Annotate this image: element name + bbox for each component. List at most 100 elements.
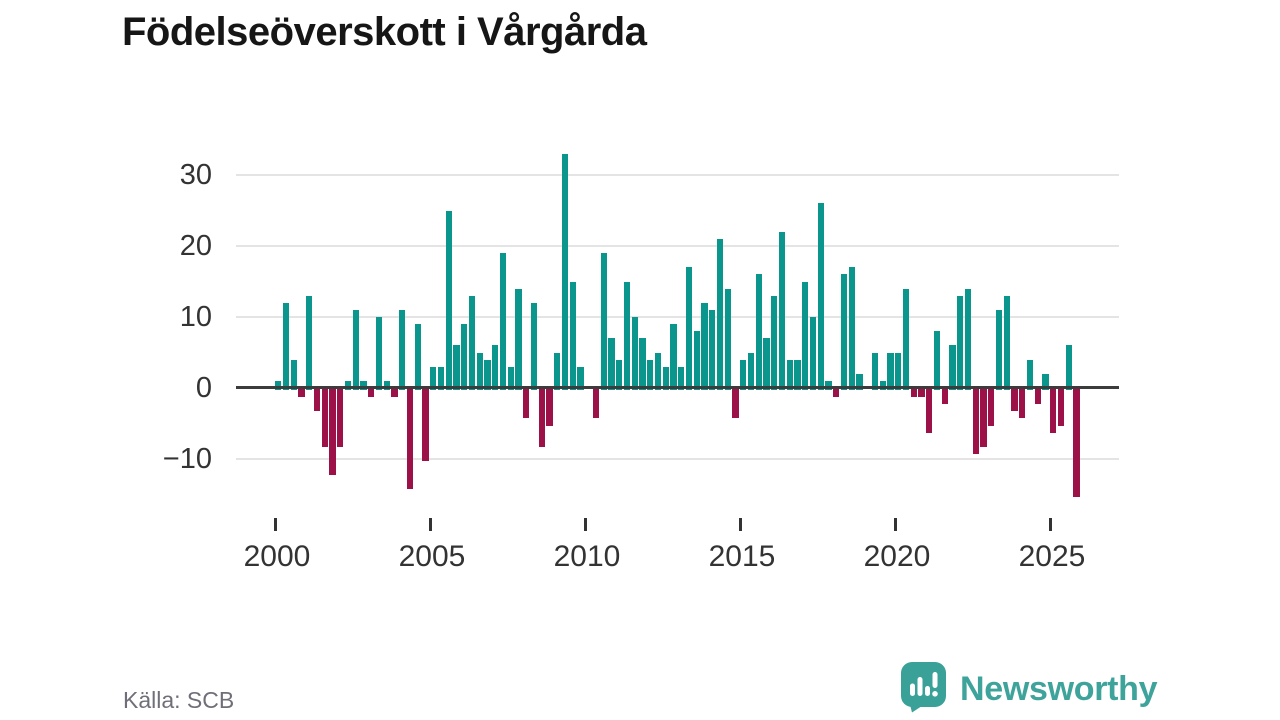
bar-2019-q3 — [879, 380, 886, 390]
bar-2003-q2 — [375, 317, 383, 390]
bar-2023-q3 — [1003, 295, 1010, 390]
bar-2018-q2 — [840, 274, 848, 390]
bar-2011-q1 — [616, 359, 623, 390]
bar-2016-q4 — [794, 359, 801, 390]
y-axis-tick-label: 30 — [179, 159, 212, 191]
bar-2004-q3 — [414, 324, 421, 390]
bar-2001-q1 — [306, 295, 313, 390]
y-axis-tick-label: 10 — [179, 301, 212, 333]
bar-2005-q3 — [445, 210, 452, 390]
bar-2003-q1 — [368, 388, 375, 398]
bar-2006-q1 — [461, 324, 468, 390]
bar-2016-q3 — [786, 359, 793, 390]
bar-2018-q3 — [848, 267, 855, 390]
bar-2003-q4 — [391, 388, 398, 398]
x-axis-tick-label: 2025 — [1018, 540, 1086, 573]
bar-2022-q1 — [957, 295, 964, 390]
x-axis-tick-label: 2000 — [243, 540, 311, 573]
x-axis-tick — [274, 518, 277, 531]
bar-2007-q1 — [492, 345, 499, 390]
bar-2013-q4 — [701, 302, 708, 390]
bar-2001-q3 — [321, 388, 328, 447]
bar-2009-q4 — [577, 366, 584, 390]
bar-2022-q2 — [964, 288, 972, 390]
bar-2020-q2 — [902, 288, 910, 390]
bar-2005-q2 — [437, 366, 445, 390]
bar-2025-q3 — [1065, 345, 1072, 390]
bar-2024-q4 — [1042, 373, 1049, 390]
bar-2009-q2 — [561, 153, 569, 390]
chart-title: Födelseöverskott i Vårgårda — [122, 10, 647, 54]
bar-2008-q1 — [523, 388, 530, 419]
bar-2008-q2 — [530, 302, 538, 390]
bar-2020-q4 — [918, 388, 925, 398]
bar-2000-q4 — [298, 388, 305, 398]
y-axis-tick-label: −10 — [162, 443, 212, 475]
bar-2017-q4 — [825, 380, 832, 390]
x-axis-tick — [894, 518, 897, 531]
bar-2015-q2 — [747, 352, 755, 390]
bar-2008-q4 — [546, 388, 553, 426]
x-axis-tick-label: 2010 — [553, 540, 621, 573]
bar-2019-q2 — [871, 352, 879, 390]
y-gridline — [236, 174, 1119, 176]
bar-2010-q3 — [600, 253, 607, 390]
y-axis-tick-label: 0 — [195, 372, 212, 404]
bar-2002-q4 — [360, 380, 367, 390]
y-axis-tick-label: 20 — [179, 230, 212, 262]
bar-2013-q3 — [693, 331, 700, 390]
bar-2015-q1 — [740, 359, 747, 390]
bar-2007-q4 — [515, 288, 522, 390]
y-gridline — [236, 458, 1119, 460]
bar-2025-q1 — [1050, 388, 1057, 433]
bar-2016-q2 — [778, 231, 786, 390]
source-note: Källa: SCB — [123, 687, 235, 713]
bar-2004-q4 — [422, 388, 429, 461]
bar-2010-q4 — [608, 338, 615, 390]
bar-2004-q1 — [399, 309, 406, 390]
bar-2014-q3 — [724, 288, 731, 390]
bar-2020-q1 — [895, 352, 902, 390]
bar-2003-q3 — [383, 380, 390, 390]
bar-2006-q4 — [484, 359, 491, 390]
bar-2012-q1 — [647, 359, 654, 390]
bar-2013-q2 — [685, 267, 693, 390]
bar-2011-q4 — [639, 338, 646, 390]
y-gridline — [236, 245, 1119, 247]
bar-2002-q2 — [344, 380, 352, 390]
bar-2011-q3 — [631, 317, 638, 390]
bar-2024-q3 — [1034, 388, 1041, 405]
bar-2009-q3 — [569, 281, 576, 390]
newsworthy-wordmark: Newsworthy — [960, 669, 1158, 708]
bar-2009-q1 — [554, 352, 561, 390]
bar-2018-q4 — [856, 373, 863, 390]
bar-2000-q2 — [282, 302, 290, 390]
zero-axis-line — [236, 386, 1119, 389]
bar-2021-q1 — [926, 388, 933, 433]
bar-2023-q4 — [1011, 388, 1018, 412]
bar-2017-q1 — [802, 281, 809, 390]
bar-2012-q4 — [670, 324, 677, 390]
bar-2022-q3 — [972, 388, 979, 454]
bar-2002-q3 — [352, 309, 359, 390]
bar-2001-q4 — [329, 388, 336, 476]
bar-2022-q4 — [980, 388, 987, 447]
bar-2016-q1 — [771, 295, 778, 390]
newsworthy-logo-icon — [900, 661, 948, 718]
bar-2005-q1 — [430, 366, 437, 390]
bar-2012-q2 — [654, 352, 662, 390]
bar-2015-q3 — [755, 274, 762, 390]
bar-2024-q1 — [1019, 388, 1026, 419]
bar-2011-q2 — [623, 281, 631, 390]
bar-2025-q4 — [1073, 388, 1080, 497]
bar-2004-q2 — [406, 388, 414, 490]
bar-2000-q3 — [290, 359, 297, 390]
newsworthy-brand-link[interactable]: Newsworthy — [900, 661, 1158, 714]
bar-2021-q2 — [933, 331, 941, 390]
bar-2014-q2 — [716, 238, 724, 390]
bar-2013-q1 — [678, 366, 685, 390]
bar-2025-q2 — [1057, 388, 1065, 426]
x-axis-tick — [1049, 518, 1052, 531]
